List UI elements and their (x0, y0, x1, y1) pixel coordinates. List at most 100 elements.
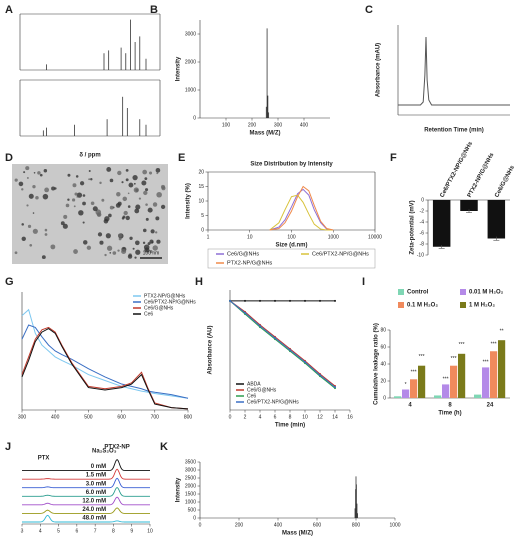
particle (90, 201, 95, 206)
particle (97, 232, 103, 237)
point (259, 299, 261, 302)
point (319, 374, 321, 377)
bar (418, 365, 426, 398)
y-tick-label: 3000 (185, 467, 196, 473)
y-tick-label: -6 (420, 230, 425, 236)
legend-label: Ce6/PTX2-NP/G@NHs (144, 299, 196, 305)
particle (101, 198, 105, 202)
x-tick-label: 300 (274, 122, 283, 128)
x-tick-label: 10 (302, 414, 308, 420)
x-tick-label: 9 (130, 528, 133, 534)
point (274, 299, 276, 302)
particle (43, 168, 48, 173)
significance: *** (451, 356, 457, 362)
y-tick-label: -4 (420, 219, 425, 225)
series-line (269, 194, 334, 231)
particle (27, 224, 32, 228)
bar (432, 200, 451, 247)
point (274, 337, 276, 339)
particle (155, 216, 160, 221)
particle (155, 231, 158, 234)
x-tick-label: 2 (244, 414, 247, 420)
particle (127, 205, 131, 208)
particle (51, 186, 56, 191)
particle (147, 242, 151, 246)
x-tick-label: 10 (147, 528, 153, 534)
series-line (269, 185, 334, 231)
x-tick-label: 100 (222, 122, 231, 128)
particle (106, 167, 112, 172)
x-tick-label: 800 (184, 414, 193, 420)
significance: *** (411, 370, 417, 376)
particle (142, 228, 147, 233)
x-tick-label: 12 (317, 414, 323, 420)
x-tick-label: 800 (352, 522, 361, 528)
trace (22, 496, 150, 506)
significance: *** (459, 342, 465, 348)
trace (22, 507, 150, 514)
x-tick-label: 7 (94, 528, 97, 534)
legend-label: PTX2-NP/G@NHs (227, 260, 273, 266)
particle (73, 205, 76, 208)
particle (135, 204, 141, 210)
particle (14, 251, 18, 255)
y-tick-label: 5 (201, 213, 204, 219)
x-axis-label: Mass (M/Z) (282, 531, 313, 537)
legend-label: Ce6/G@NHs (247, 387, 277, 393)
particle (142, 241, 146, 245)
x-tick-label: 8 (289, 414, 292, 420)
point (244, 311, 246, 314)
particle (160, 184, 166, 189)
particle (144, 177, 148, 181)
x-tick-label: 3 (21, 528, 24, 534)
particle (82, 201, 86, 206)
legend-swatch (460, 302, 466, 308)
scale-bar-label: 100 nm (143, 250, 160, 256)
y-tick-label: 0 (193, 515, 196, 521)
significance: *** (483, 360, 489, 366)
y-tick-label: 60 (380, 344, 386, 350)
x-tick-label: 10 (247, 234, 253, 240)
y-tick-label: 0 (421, 197, 424, 203)
particle (125, 215, 130, 221)
y-axis-label: Intensity (176, 56, 182, 81)
x-tick-label: 4 (39, 528, 42, 534)
particle (141, 180, 147, 186)
panel-letter: I (362, 276, 365, 288)
particle (133, 187, 139, 193)
x-tick-label: 4 (259, 414, 262, 420)
significance: *** (419, 354, 425, 360)
point (289, 299, 291, 302)
trace-label: 3.0 mM (86, 481, 106, 487)
y-axis-label: Cumulative leakage ratio (%) (374, 323, 380, 405)
particle (35, 195, 39, 200)
y-tick-label: 3000 (185, 31, 196, 37)
x-tick-label: 6 (75, 528, 78, 534)
trace-label: 0 mM (91, 464, 106, 470)
panel-letter: B (150, 4, 158, 16)
legend-swatch (460, 289, 466, 295)
trace-label: 6.0 mM (86, 490, 106, 496)
point (229, 299, 231, 302)
series-line (21, 327, 189, 410)
bar (458, 353, 466, 398)
trace-label: 48.0 mM (82, 516, 106, 522)
panel-letter: D (5, 152, 13, 164)
particle (74, 192, 78, 196)
particle (21, 236, 26, 241)
particle (125, 168, 129, 172)
y-tick-label: 15 (198, 184, 204, 190)
particle (143, 244, 150, 251)
y-tick-label: 10 (198, 198, 204, 204)
y-axis-label: Intensity (%) (186, 183, 192, 219)
particle (99, 181, 102, 185)
legend-swatch (398, 302, 404, 308)
particle (121, 249, 127, 255)
particle (73, 249, 78, 254)
particle (128, 182, 134, 188)
particle (76, 192, 83, 198)
series-line (229, 300, 336, 388)
particle (86, 245, 92, 250)
particle (26, 204, 29, 207)
y-tick-label: -10 (417, 252, 424, 258)
